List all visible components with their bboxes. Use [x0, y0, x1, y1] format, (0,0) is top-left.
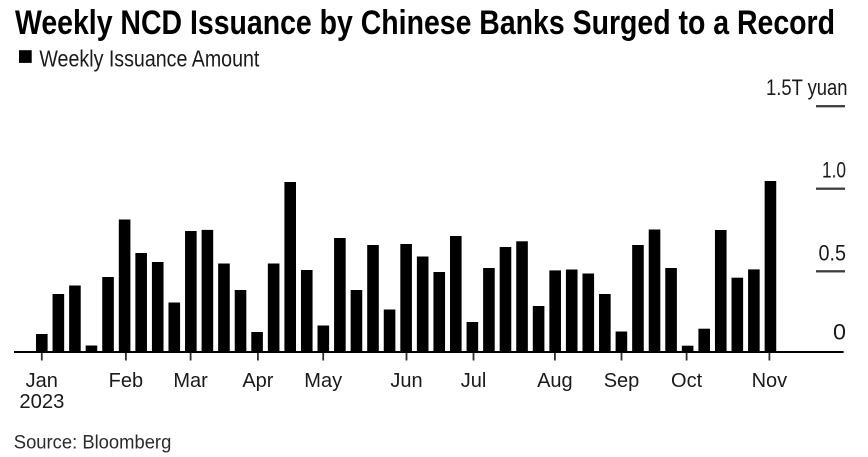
svg-text:Oct: Oct: [671, 370, 703, 392]
svg-text:0: 0: [833, 320, 846, 345]
svg-text:Nov: Nov: [752, 370, 788, 392]
svg-text:Source: Bloomberg: Source: Bloomberg: [14, 432, 172, 454]
svg-text:Aug: Aug: [537, 370, 573, 392]
svg-text:Mar: Mar: [173, 370, 208, 392]
svg-text:Jan: Jan: [26, 370, 58, 392]
svg-text:0.5: 0.5: [819, 240, 847, 265]
svg-text:May: May: [304, 370, 342, 392]
svg-text:Feb: Feb: [109, 370, 143, 392]
svg-text:Apr: Apr: [242, 370, 273, 392]
svg-text:Weekly Issuance Amount: Weekly Issuance Amount: [39, 45, 260, 71]
svg-text:Jun: Jun: [390, 370, 422, 392]
svg-text:Sep: Sep: [604, 370, 640, 392]
svg-text:Weekly NCD Issuance by Chinese: Weekly NCD Issuance by Chinese Banks Sur…: [15, 4, 835, 42]
svg-text:Jul: Jul: [461, 370, 487, 392]
svg-text:2023: 2023: [19, 391, 64, 413]
svg-text:1.0: 1.0: [822, 158, 846, 183]
svg-text:1.5T yuan: 1.5T yuan: [766, 75, 848, 100]
